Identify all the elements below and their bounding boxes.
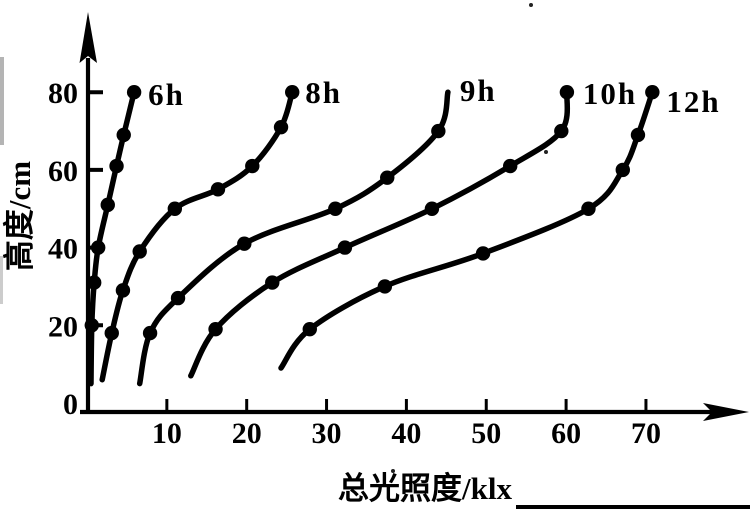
series-label-6h: 6h [148, 77, 185, 112]
data-point-8h [167, 201, 183, 216]
data-point-9h [237, 236, 252, 251]
scan-artifact-bottom-line [516, 505, 750, 509]
data-point-9h [142, 325, 158, 341]
data-point-8h [115, 283, 131, 298]
data-point-12h [615, 162, 630, 178]
data-point-9h [328, 201, 343, 216]
data-point-10h [265, 275, 280, 290]
data-point-12h [302, 321, 317, 337]
scan-artifact-edge-mark [0, 256, 3, 304]
curve-10h [188, 89, 571, 379]
data-point-12h [581, 201, 596, 216]
series-label-10h: 10h [583, 76, 637, 111]
data-point-6h [126, 85, 142, 100]
data-point-8h [104, 325, 119, 341]
scan-speck [391, 469, 395, 473]
y-axis-arrow [79, 12, 97, 63]
data-point-6h [90, 240, 106, 255]
x-tick-label: 30 [312, 417, 342, 450]
data-point-12h [377, 279, 393, 294]
x-tick-label: 20 [232, 417, 262, 450]
y-axis-title: 高度/cm [2, 161, 37, 271]
y-tick-label: 80 [48, 77, 78, 110]
x-axis-arrow [703, 403, 749, 421]
data-point-12h [630, 127, 646, 143]
curve-9h [136, 89, 451, 387]
y-tick-label: 60 [48, 155, 78, 188]
axis-ticks [86, 90, 648, 412]
data-point-10h [337, 240, 353, 255]
scan-speck [544, 150, 548, 154]
x-tick-label: 40 [391, 417, 421, 450]
axis-tick-labels: 0 20 40 60 80 10 20 30 40 50 60 70 [48, 77, 661, 450]
scan-artifacts [0, 3, 750, 509]
y-tick-label: 20 [48, 310, 78, 343]
series-label-8h: 8h [305, 75, 342, 110]
data-point-10h [554, 123, 569, 139]
axes [79, 12, 749, 421]
data-point-8h [273, 119, 289, 135]
data-point-10h [208, 321, 223, 337]
x-tick-label: 10 [152, 417, 182, 450]
data-point-12h [475, 246, 491, 261]
data-point-9h [170, 290, 186, 306]
data-point-12h [645, 85, 660, 100]
data-point-9h [380, 170, 395, 185]
data-point-9h [431, 123, 446, 139]
data-point-6h [86, 275, 102, 290]
x-tick-label: 70 [631, 417, 661, 450]
data-point-10h [559, 85, 575, 100]
data-point-6h [100, 197, 115, 213]
data-point-10h [503, 158, 518, 174]
data-point-8h [245, 158, 260, 174]
curve-12h [278, 89, 656, 371]
x-tick-label: 60 [551, 417, 581, 450]
y-tick-label: 40 [48, 233, 78, 266]
data-point-8h [285, 85, 300, 100]
data-curves [88, 89, 656, 387]
series-labels: 6h 8h 9h 10h 12h [148, 73, 720, 119]
x-axis-title: 总光照度/klx [338, 471, 512, 506]
data-point-6h [116, 127, 131, 143]
data-point-8h [132, 244, 147, 259]
series-label-9h: 9h [460, 73, 497, 108]
data-point-6h [84, 318, 99, 333]
data-point-6h [109, 158, 124, 174]
data-point-10h [424, 201, 440, 216]
data-point-8h [210, 182, 226, 197]
x-tick-label: 50 [471, 417, 501, 450]
data-points [84, 85, 660, 341]
series-label-12h: 12h [666, 84, 720, 119]
y-tick-label: 0 [63, 388, 78, 421]
scan-artifact-edge-mark [0, 57, 4, 145]
scan-speck [529, 3, 533, 7]
